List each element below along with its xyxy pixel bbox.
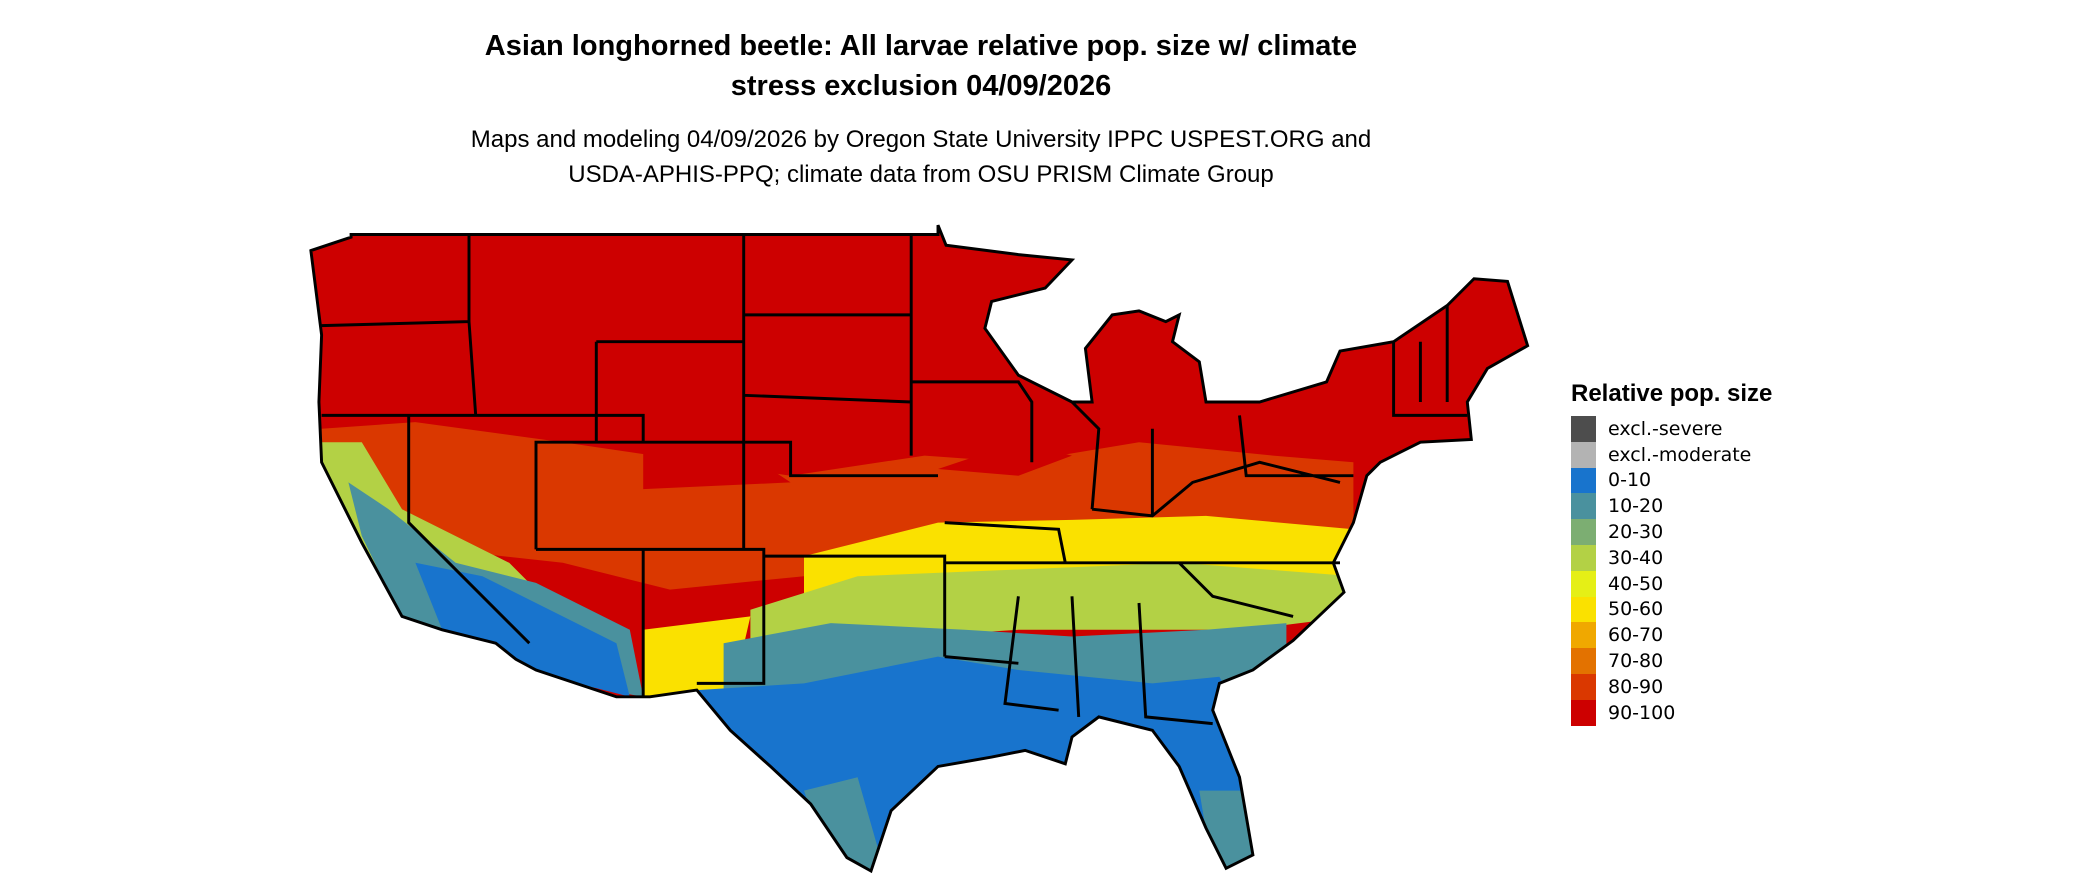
legend-item: 0-10 — [1571, 467, 1772, 494]
legend-label: excl.-severe — [1608, 417, 1723, 440]
legend-label: 90-100 — [1608, 701, 1676, 724]
legend-swatch — [1571, 596, 1596, 623]
band-southwest-blue — [415, 562, 630, 697]
legend-item: 30-40 — [1571, 544, 1772, 571]
legend-swatch — [1571, 416, 1596, 442]
legend-swatch — [1571, 622, 1596, 649]
legend-swatch — [1571, 441, 1596, 468]
legend-label: 20-30 — [1608, 521, 1664, 544]
legend-swatch — [1571, 699, 1596, 726]
legend-title: Relative pop. size — [1571, 380, 1773, 407]
map-subtitle-line2: USDA-APHIS-PPQ; climate data from OSU PR… — [568, 161, 1274, 188]
state-borders — [309, 223, 1530, 873]
legend-swatch — [1571, 493, 1596, 520]
legend-item: 90-100 — [1571, 699, 1772, 726]
legend-item: 60-70 — [1571, 622, 1772, 649]
legend-label: 0-10 — [1608, 469, 1652, 492]
legend-label: 10-20 — [1608, 495, 1664, 518]
map-title-line2: stress exclusion 04/09/2026 — [730, 70, 1112, 102]
legend-item: 10-20 — [1571, 493, 1772, 520]
legend-swatch — [1571, 519, 1596, 545]
legend: Relative pop. size excl.-severe excl.-mod… — [1571, 380, 1772, 726]
legend-label: 80-90 — [1608, 675, 1664, 698]
map-title: Asian longhorned beetle: All larvae rela… — [0, 26, 1842, 106]
legend-item: excl.-moderate — [1571, 441, 1772, 468]
legend-label: excl.-moderate — [1608, 443, 1752, 466]
legend-swatch — [1571, 648, 1596, 674]
legend-swatch — [1571, 570, 1596, 597]
band-90-100-patches — [643, 442, 1072, 490]
legend-item: 40-50 — [1571, 570, 1772, 597]
map-subtitle-line1: Maps and modeling 04/09/2026 by Oregon S… — [470, 126, 1372, 153]
legend-item: 20-30 — [1571, 519, 1772, 545]
legend-label: 60-70 — [1608, 624, 1664, 647]
band-0-10 — [696, 656, 1260, 872]
map-title-line1: Asian longhorned beetle: All larvae rela… — [484, 30, 1358, 62]
legend-item: excl.-severe — [1571, 416, 1772, 442]
map-subtitle: Maps and modeling 04/09/2026 by Oregon S… — [0, 122, 1842, 192]
legend-label: 70-80 — [1608, 650, 1664, 673]
legend-label: 50-60 — [1608, 598, 1664, 621]
legend-swatch — [1571, 544, 1596, 571]
legend-label: 30-40 — [1608, 546, 1664, 569]
legend-swatch — [1571, 673, 1596, 700]
legend-swatch — [1571, 467, 1596, 494]
legend-item: 80-90 — [1571, 673, 1772, 700]
legend-item: 50-60 — [1571, 596, 1772, 623]
legend-label: 40-50 — [1608, 572, 1664, 595]
legend-item: 70-80 — [1571, 648, 1772, 674]
